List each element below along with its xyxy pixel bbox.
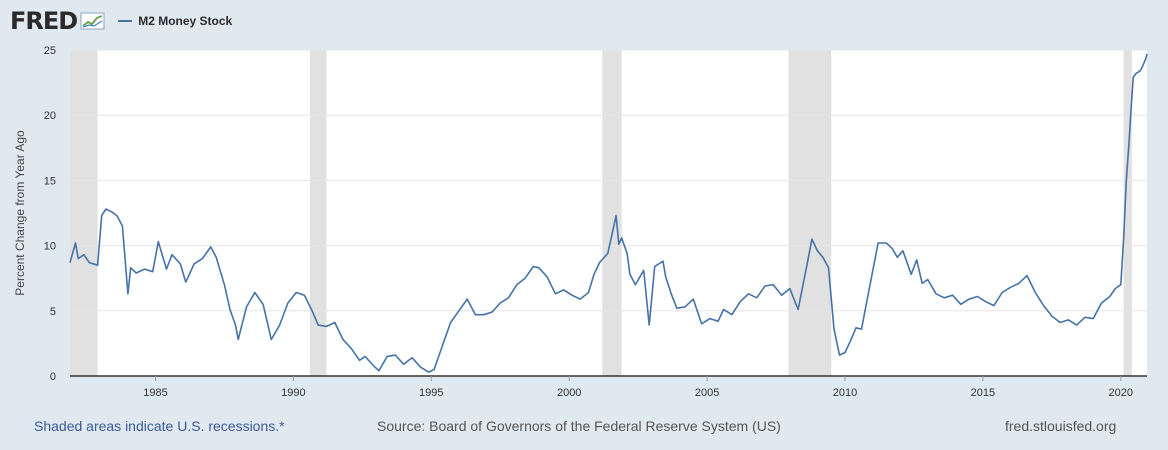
- y-tick-label: 20: [44, 110, 56, 122]
- chart-svg: 0 5 10 15 20 25 1985 1990 1995 2000 2005 2010 2015 2…: [13, 45, 1148, 399]
- recession-band: [602, 50, 622, 376]
- recession-band: [70, 50, 98, 376]
- y-tick-label: 15: [44, 175, 56, 187]
- recession-band: [309, 50, 327, 376]
- legend-swatch: [118, 20, 133, 22]
- source-url[interactable]: fred.stlouisfed.org: [1005, 418, 1117, 434]
- x-tick-label: 2015: [971, 387, 995, 399]
- y-axis-label: Percent Change from Year Ago: [13, 130, 27, 296]
- x-tick-label: 2020: [1109, 387, 1133, 399]
- x-tick-label: 2010: [833, 387, 857, 399]
- chart-legend: M2 Money Stock: [118, 14, 232, 28]
- fred-logo-text: FRED: [10, 7, 78, 35]
- series-line-m2-money-stock: [69, 53, 1148, 373]
- x-tick-label: 1990: [281, 387, 305, 399]
- y-tick-label: 10: [44, 241, 56, 253]
- x-axis: 1985 1990 1995 2000 2005 2010 2015 2020: [70, 375, 1147, 399]
- recession-band: [1123, 50, 1132, 376]
- recession-note: Shaded areas indicate U.S. recessions.*: [34, 418, 285, 434]
- x-tick-label: 1995: [419, 387, 443, 399]
- fred-logo[interactable]: FRED: [10, 7, 106, 35]
- recession-shading: [70, 50, 1132, 376]
- y-tick-label: 0: [50, 371, 56, 383]
- x-tick-label: 1985: [143, 387, 167, 399]
- source-text: Source: Board of Governors of the Federa…: [377, 418, 781, 434]
- chart-header: FRED M2 Money Stock: [10, 6, 232, 36]
- y-tick-label: 5: [50, 306, 56, 318]
- recession-band: [788, 50, 832, 376]
- chart-line-icon: [80, 12, 105, 30]
- y-axis: 0 5 10 15 20 25: [44, 45, 56, 383]
- x-tick-label: 2005: [695, 387, 719, 399]
- y-tick-label: 25: [44, 45, 56, 57]
- legend-label: M2 Money Stock: [138, 14, 233, 28]
- x-tick-label: 2000: [557, 387, 581, 399]
